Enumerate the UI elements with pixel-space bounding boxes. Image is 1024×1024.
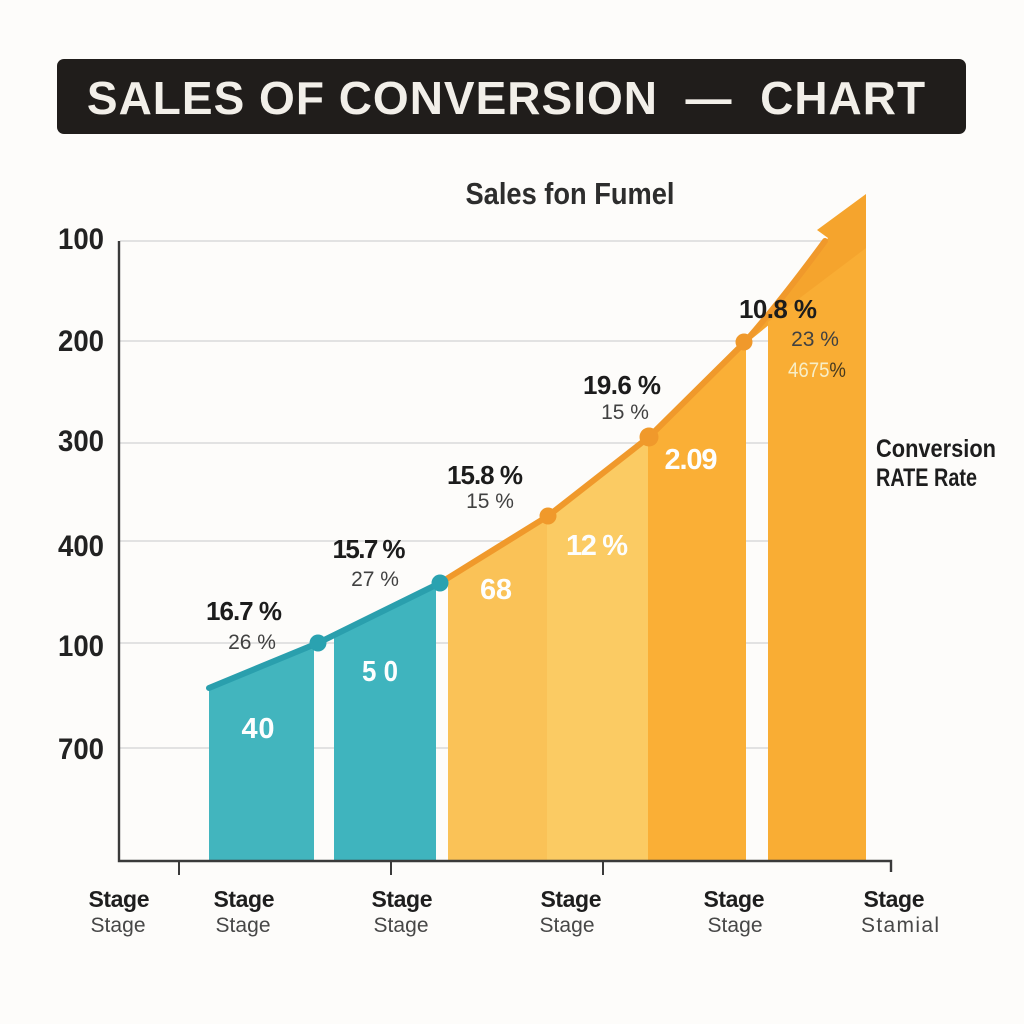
svg-text:Stage: Stage	[540, 914, 595, 937]
svg-text:400: 400	[58, 530, 104, 563]
svg-text:Stage: Stage	[864, 886, 925, 912]
svg-text:Stage: Stage	[214, 886, 275, 912]
svg-text:Stage: Stage	[372, 886, 433, 912]
svg-text:700: 700	[58, 733, 104, 766]
svg-text:15.7 %: 15.7 %	[333, 534, 406, 564]
svg-text:27 %: 27 %	[351, 568, 399, 591]
svg-text:Stage: Stage	[216, 914, 271, 937]
svg-text:Stage: Stage	[374, 914, 429, 937]
svg-text:200: 200	[58, 325, 104, 358]
svg-text:Stage: Stage	[541, 886, 602, 912]
svg-text:19.6 %: 19.6 %	[583, 370, 661, 400]
svg-text:RATE Rate: RATE Rate	[876, 464, 977, 492]
svg-text:5 0: 5 0	[362, 656, 398, 688]
svg-text:16.7 %: 16.7 %	[206, 596, 282, 626]
svg-text:40: 40	[242, 713, 275, 745]
svg-text:10.8 %: 10.8 %	[739, 294, 817, 324]
svg-text:Stage: Stage	[708, 914, 763, 937]
svg-text:Stage: Stage	[91, 914, 146, 937]
svg-text:Sales fon Fumel: Sales fon Fumel	[466, 176, 675, 211]
svg-text:12 %: 12 %	[566, 530, 628, 562]
svg-text:Stage: Stage	[704, 886, 765, 912]
svg-text:68: 68	[480, 574, 512, 606]
svg-text:4675%: 4675%	[788, 359, 846, 382]
svg-text:100: 100	[58, 630, 104, 663]
svg-text:15.8 %: 15.8 %	[447, 460, 523, 490]
svg-text:300: 300	[58, 425, 104, 458]
svg-text:100: 100	[58, 223, 104, 256]
svg-text:Stamial: Stamial	[861, 914, 939, 937]
svg-text:Conversion: Conversion	[876, 435, 996, 463]
svg-text:Stage: Stage	[89, 886, 150, 912]
svg-text:23 %: 23 %	[791, 328, 839, 351]
svg-text:15 %: 15 %	[466, 490, 514, 513]
svg-text:15 %: 15 %	[601, 401, 649, 424]
svg-text:2.09: 2.09	[665, 444, 718, 476]
svg-text:26 %: 26 %	[228, 631, 276, 654]
